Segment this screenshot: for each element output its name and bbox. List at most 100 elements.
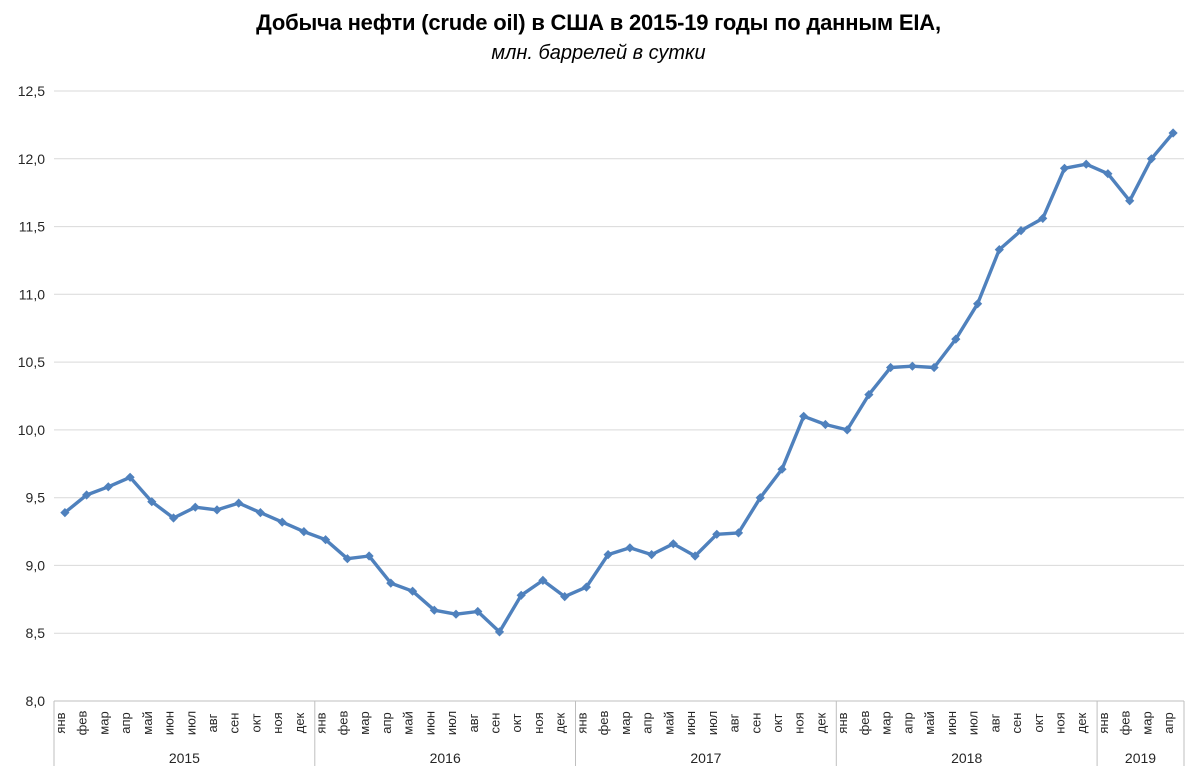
data-point-marker <box>299 527 309 537</box>
x-month-label: мар <box>96 711 111 734</box>
data-point-marker <box>733 528 744 538</box>
x-month-label: фев <box>335 710 350 735</box>
x-month-label: янв <box>835 712 850 733</box>
data-point-marker <box>386 578 396 588</box>
data-point-marker <box>1059 163 1070 173</box>
data-point-marker <box>886 362 896 373</box>
x-month-label: май <box>140 711 155 734</box>
data-point-marker <box>929 362 939 373</box>
x-month-label: авг <box>466 713 481 732</box>
data-point-marker <box>755 493 765 503</box>
y-tick-label: 12,0 <box>18 151 45 167</box>
data-point-marker <box>820 419 830 430</box>
x-month-label: май <box>661 711 676 734</box>
x-month-label: июн <box>944 711 959 735</box>
x-month-label: фев <box>857 710 872 735</box>
data-point-marker <box>451 609 461 619</box>
x-month-label: янв <box>314 712 329 733</box>
x-month-label: янв <box>53 712 68 733</box>
x-month-label: янв <box>574 712 589 733</box>
data-point-marker <box>255 508 265 518</box>
y-tick-label: 10,5 <box>18 354 45 370</box>
data-point-marker <box>777 464 787 474</box>
data-point-marker <box>212 505 222 515</box>
x-month-label: авг <box>205 713 220 732</box>
data-point-marker <box>168 513 179 523</box>
x-month-label: дек <box>1074 712 1089 733</box>
x-year-label: 2019 <box>1125 750 1156 766</box>
x-month-label: июл <box>444 711 459 735</box>
x-month-label: окт <box>509 713 524 732</box>
y-tick-label: 9,5 <box>26 490 46 506</box>
data-point-marker <box>147 497 157 507</box>
data-point-marker <box>429 605 439 615</box>
data-point-marker <box>473 606 483 617</box>
x-month-label: окт <box>1031 713 1046 732</box>
x-month-label: янв <box>1096 712 1111 733</box>
data-point-marker <box>603 550 613 560</box>
x-month-label: июн <box>683 711 698 735</box>
data-point-marker <box>560 592 570 602</box>
x-month-label: мар <box>618 711 633 734</box>
x-month-label: июл <box>705 711 720 735</box>
data-point-marker <box>1168 128 1178 138</box>
x-year-label: 2015 <box>169 750 200 766</box>
x-year-label: 2018 <box>951 750 982 766</box>
x-month-label: апр <box>900 712 915 734</box>
y-tick-label: 9,0 <box>26 557 46 573</box>
data-point-marker <box>277 517 287 527</box>
data-point-marker <box>342 554 352 564</box>
data-point-marker <box>951 334 961 344</box>
data-point-marker <box>625 543 635 553</box>
x-year-label: 2017 <box>690 750 721 766</box>
x-month-label: июл <box>966 711 981 735</box>
data-point-marker <box>1016 226 1026 236</box>
data-point-marker <box>668 539 678 549</box>
y-tick-label: 12,5 <box>18 83 45 99</box>
x-month-label: сен <box>748 713 763 734</box>
x-month-label: сен <box>488 713 503 734</box>
data-point-marker <box>125 472 135 482</box>
y-tick-label: 8,5 <box>26 625 46 641</box>
x-month-label: сен <box>1009 713 1024 734</box>
data-point-marker <box>103 482 113 492</box>
x-month-label: авг <box>987 713 1002 732</box>
data-point-marker <box>1125 196 1135 206</box>
x-month-label: мар <box>357 711 372 734</box>
data-point-marker <box>1103 169 1113 179</box>
chart-title: Добыча нефти (crude oil) в США в 2015-19… <box>256 10 941 35</box>
data-point-marker <box>799 411 809 421</box>
x-month-label: ноя <box>1053 712 1068 733</box>
production-series-line <box>63 131 1175 634</box>
data-point-marker <box>190 502 200 512</box>
x-month-label: апр <box>640 712 655 734</box>
x-month-label: окт <box>248 713 263 732</box>
data-point-marker <box>994 245 1004 255</box>
x-month-label: ноя <box>531 712 546 733</box>
data-point-marker <box>973 299 983 309</box>
x-month-label: фев <box>75 710 90 735</box>
data-point-marker <box>516 590 526 600</box>
data-point-marker <box>690 551 700 561</box>
data-point-marker <box>864 390 874 400</box>
data-point-marker <box>82 490 92 500</box>
data-point-marker <box>1146 154 1156 164</box>
x-month-label: сен <box>227 713 242 734</box>
chart-subtitle: млн. баррелей в сутки <box>491 42 706 64</box>
data-point-marker <box>538 575 548 585</box>
x-month-label: мар <box>879 711 894 734</box>
y-tick-label: 10,0 <box>18 422 45 438</box>
x-month-label: июн <box>162 711 177 735</box>
data-point-marker <box>494 627 505 637</box>
x-month-label: май <box>922 711 937 734</box>
x-month-label: мар <box>1139 711 1154 734</box>
x-month-label: апр <box>379 712 394 734</box>
data-point-marker <box>712 529 722 539</box>
x-month-label: окт <box>770 713 785 732</box>
x-month-label: ноя <box>270 712 285 733</box>
x-month-label: дек <box>813 712 828 733</box>
data-point-marker <box>60 508 70 518</box>
y-tick-label: 11,5 <box>19 219 45 235</box>
